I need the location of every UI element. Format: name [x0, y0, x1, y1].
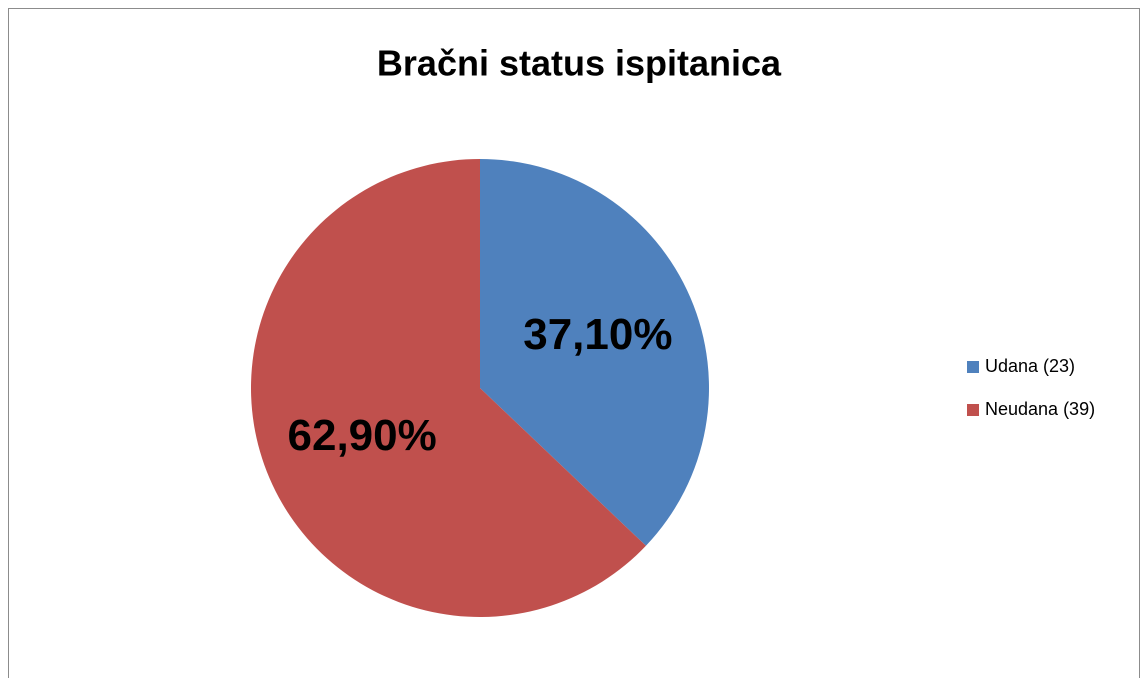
data-label: 62,90% — [288, 411, 437, 460]
pie-slice — [480, 159, 709, 546]
legend-swatch — [967, 361, 979, 373]
legend-label: Neudana (39) — [985, 399, 1095, 419]
chart-title: Bračni status ispitanica — [377, 43, 782, 84]
pie-slice — [250, 159, 646, 617]
legend-label: Udana (23) — [985, 356, 1075, 376]
legend-swatch — [967, 404, 979, 416]
data-label: 37,10% — [523, 310, 672, 359]
